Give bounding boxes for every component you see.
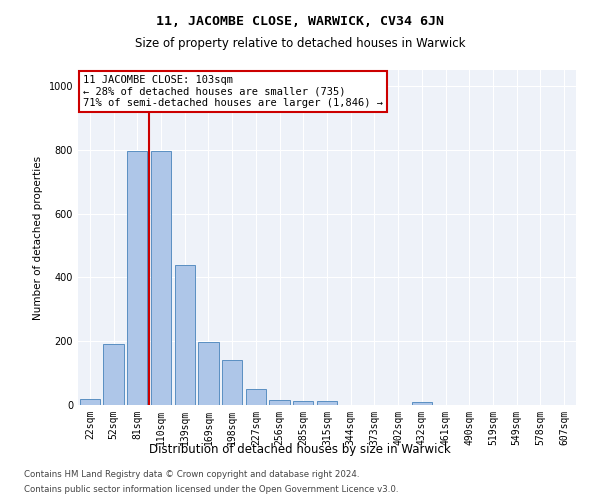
Bar (269, 400, 290, 405)
Text: 11, JACOMBE CLOSE, WARWICK, CV34 6JN: 11, JACOMBE CLOSE, WARWICK, CV34 6JN (156, 15, 444, 28)
Y-axis label: Number of detached properties: Number of detached properties (33, 156, 43, 320)
Bar (246, 389, 266, 405)
Text: Distribution of detached houses by size in Warwick: Distribution of detached houses by size … (149, 442, 451, 456)
Bar (127, 152, 148, 405)
Text: Size of property relative to detached houses in Warwick: Size of property relative to detached ho… (135, 38, 465, 51)
Bar (293, 401, 313, 405)
Text: Contains public sector information licensed under the Open Government Licence v3: Contains public sector information licen… (24, 485, 398, 494)
Text: Contains HM Land Registry data © Crown copyright and database right 2024.: Contains HM Land Registry data © Crown c… (24, 470, 359, 479)
Bar (103, 344, 124, 405)
Bar (199, 342, 218, 405)
Bar (222, 360, 242, 405)
Bar (80, 400, 100, 405)
Bar (412, 402, 432, 405)
Text: 11 JACOMBE CLOSE: 103sqm
← 28% of detached houses are smaller (735)
71% of semi-: 11 JACOMBE CLOSE: 103sqm ← 28% of detach… (83, 75, 383, 108)
Bar (151, 152, 171, 405)
Bar (317, 401, 337, 405)
Bar (175, 264, 195, 405)
